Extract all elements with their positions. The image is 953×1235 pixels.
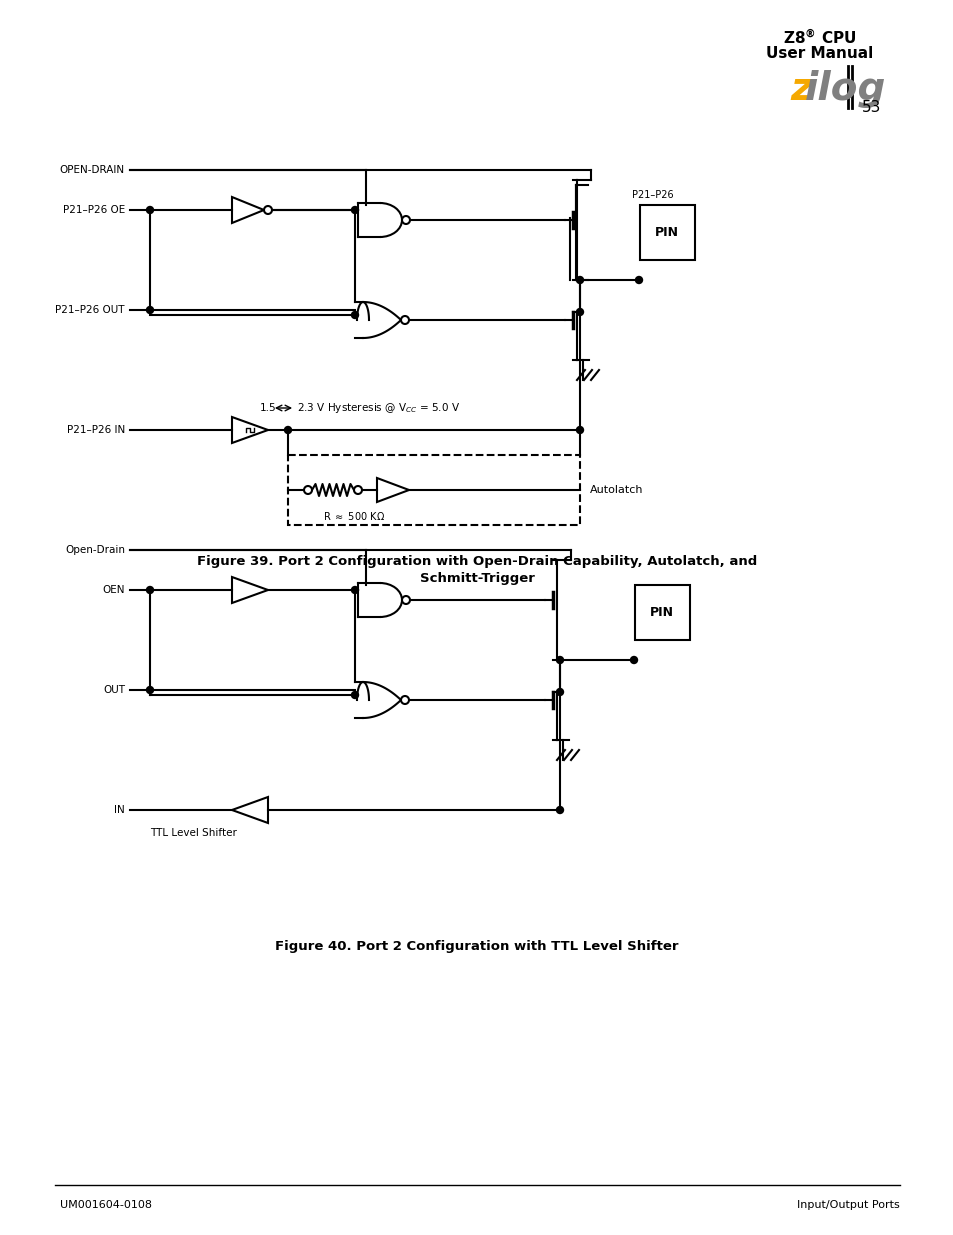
Text: P21–P26: P21–P26 bbox=[631, 190, 673, 200]
Text: P21–P26 IN: P21–P26 IN bbox=[67, 425, 125, 435]
Text: z: z bbox=[789, 70, 812, 107]
Circle shape bbox=[630, 657, 637, 663]
Circle shape bbox=[351, 206, 358, 214]
Text: TTL Level Shifter: TTL Level Shifter bbox=[150, 827, 236, 839]
Text: OEN: OEN bbox=[102, 585, 125, 595]
Circle shape bbox=[147, 306, 153, 314]
Circle shape bbox=[354, 487, 361, 494]
Circle shape bbox=[576, 426, 583, 433]
Text: P21–P26 OUT: P21–P26 OUT bbox=[55, 305, 125, 315]
Circle shape bbox=[400, 316, 409, 324]
Circle shape bbox=[147, 206, 153, 214]
Circle shape bbox=[304, 487, 312, 494]
Circle shape bbox=[351, 587, 358, 594]
Text: OPEN-DRAIN: OPEN-DRAIN bbox=[60, 165, 125, 175]
Circle shape bbox=[556, 688, 563, 695]
Text: 53: 53 bbox=[862, 100, 881, 115]
Text: R $\approx$ 500 K$\Omega$: R $\approx$ 500 K$\Omega$ bbox=[323, 510, 385, 522]
Text: IN: IN bbox=[114, 805, 125, 815]
Text: Figure 39. Port 2 Configuration with Open-Drain Capability, Autolatch, and: Figure 39. Port 2 Configuration with Ope… bbox=[196, 555, 757, 568]
Circle shape bbox=[284, 426, 292, 433]
Text: Autolatch: Autolatch bbox=[589, 485, 643, 495]
Circle shape bbox=[400, 697, 409, 704]
Circle shape bbox=[556, 657, 563, 663]
Circle shape bbox=[147, 687, 153, 694]
Circle shape bbox=[147, 587, 153, 594]
Text: 1.5: 1.5 bbox=[260, 403, 276, 412]
Circle shape bbox=[351, 311, 358, 319]
Circle shape bbox=[576, 277, 583, 284]
Text: Open-Drain: Open-Drain bbox=[65, 545, 125, 555]
Text: PIN: PIN bbox=[655, 226, 679, 238]
Text: 2.3 V Hysteresis @ V$_{CC}$ = 5.0 V: 2.3 V Hysteresis @ V$_{CC}$ = 5.0 V bbox=[296, 401, 459, 415]
Circle shape bbox=[635, 277, 641, 284]
Text: OUT: OUT bbox=[103, 685, 125, 695]
Text: ilog: ilog bbox=[804, 70, 885, 107]
Text: Figure 40. Port 2 Configuration with TTL Level Shifter: Figure 40. Port 2 Configuration with TTL… bbox=[275, 940, 678, 953]
Text: Z8$^\mathregular{®}$ CPU: Z8$^\mathregular{®}$ CPU bbox=[782, 28, 856, 47]
Text: PIN: PIN bbox=[649, 605, 673, 619]
Circle shape bbox=[401, 597, 410, 604]
Text: Input/Output Ports: Input/Output Ports bbox=[797, 1200, 899, 1210]
Circle shape bbox=[401, 216, 410, 224]
Text: UM001604-0108: UM001604-0108 bbox=[60, 1200, 152, 1210]
Text: User Manual: User Manual bbox=[765, 46, 873, 61]
Text: P21–P26 OE: P21–P26 OE bbox=[63, 205, 125, 215]
Circle shape bbox=[351, 692, 358, 699]
Circle shape bbox=[576, 309, 583, 315]
Text: Schmitt-Trigger: Schmitt-Trigger bbox=[419, 572, 534, 585]
Circle shape bbox=[556, 806, 563, 814]
Circle shape bbox=[264, 206, 272, 214]
